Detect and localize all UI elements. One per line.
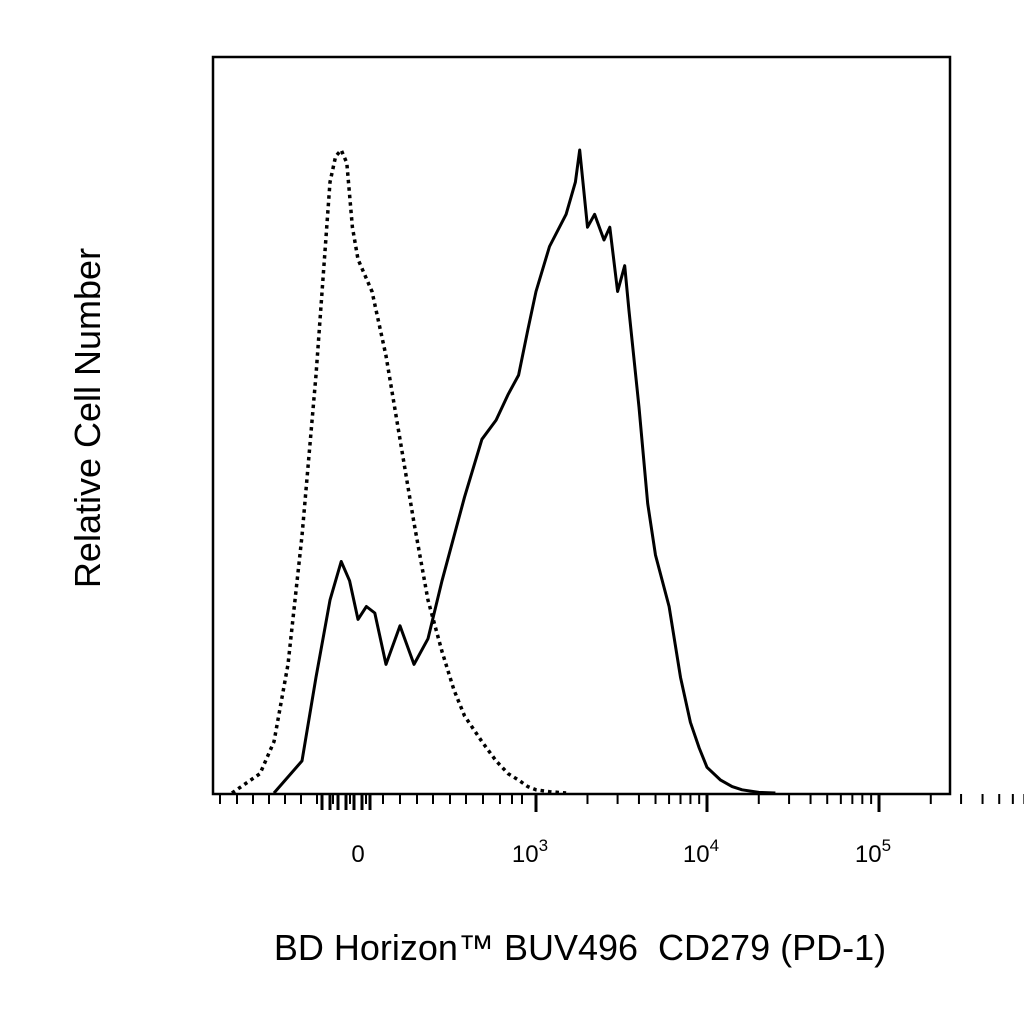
x-tick-label: 0	[351, 841, 364, 868]
x-tick-label: 105	[855, 836, 891, 868]
x-axis-label: BD Horizon™ BUV496 CD279 (PD-1)	[274, 927, 886, 968]
plot-frame	[211, 55, 952, 796]
dotted-histogram-line	[231, 148, 567, 795]
x-tick-label: 103	[512, 836, 548, 868]
x-axis-tick-labels: 0 103 104 105	[351, 836, 891, 868]
y-axis-label: Relative Cell Number	[67, 248, 108, 588]
solid-histogram-line	[272, 148, 776, 795]
x-axis-ticks	[219, 794, 1024, 812]
x-tick-label: 104	[683, 836, 719, 868]
curves-layer	[231, 148, 776, 795]
